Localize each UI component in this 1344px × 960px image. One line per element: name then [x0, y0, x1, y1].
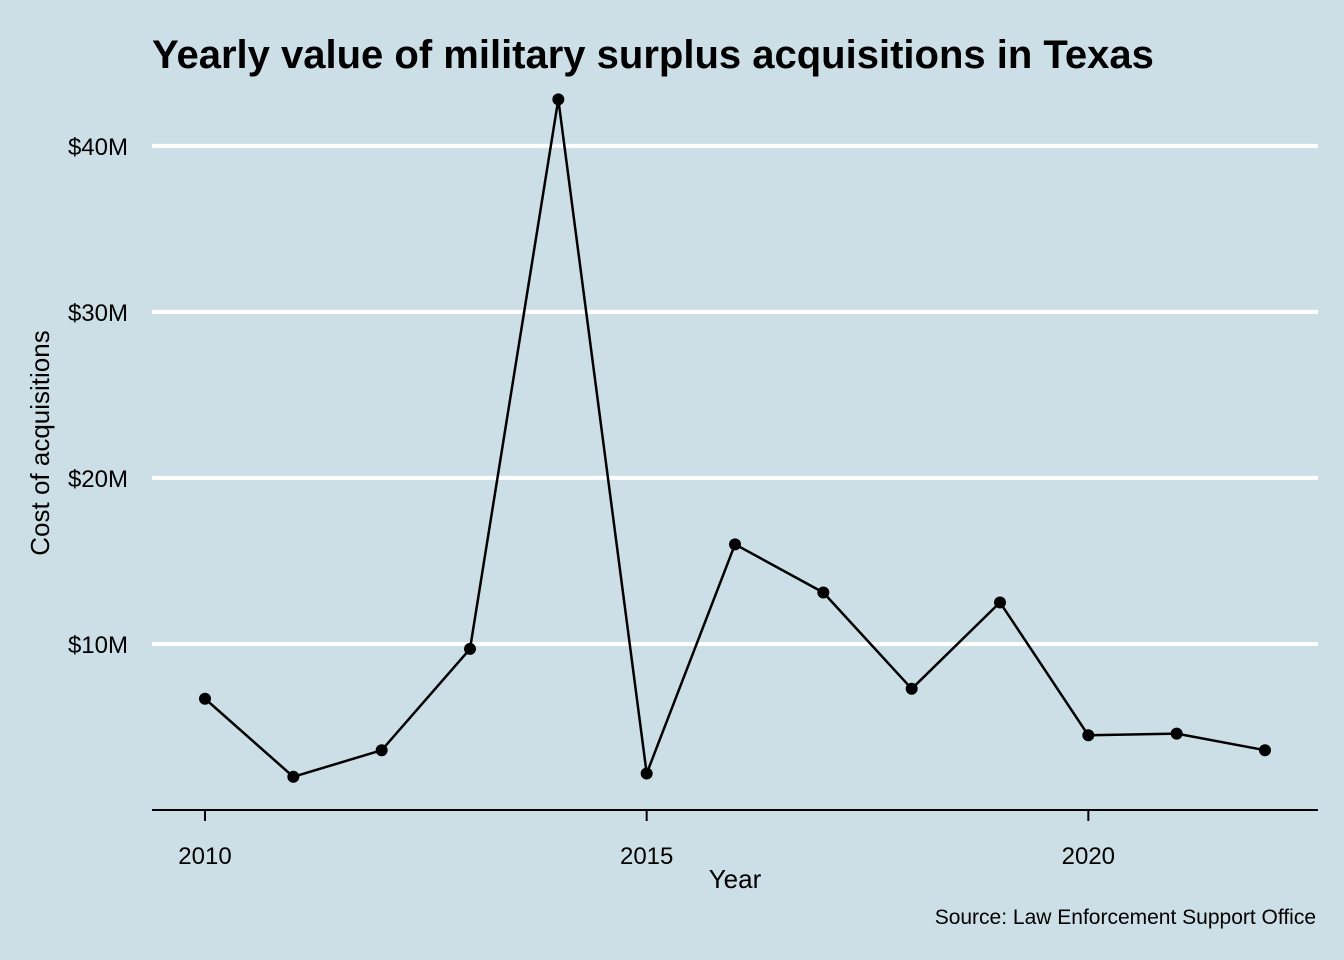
x-tick-label: 2015 [620, 843, 673, 870]
x-tick-label: 2010 [178, 843, 231, 870]
data-point [905, 682, 918, 695]
y-tick-label: $10M [68, 632, 128, 659]
gridlines [152, 143, 1318, 646]
data-point [552, 93, 565, 106]
y-tick-label: $30M [68, 300, 128, 327]
series-line [204, 98, 1266, 779]
data-point [640, 767, 653, 780]
source-caption: Source: Law Enforcement Support Office [935, 906, 1316, 929]
data-points [199, 93, 1271, 783]
data-point [464, 642, 476, 655]
data-point [1170, 727, 1183, 740]
y-tick-label: $20M [68, 466, 128, 493]
y-axis-title: Cost of acquisitions [25, 330, 55, 555]
data-point [817, 586, 830, 599]
x-axis-ticks: 2010 2015 2020 [178, 810, 1115, 870]
x-axis-title: Year [709, 864, 762, 894]
data-point [1259, 744, 1271, 757]
y-tick-label: $40M [68, 134, 128, 161]
data-point [287, 770, 300, 783]
data-point [994, 596, 1006, 609]
y-axis-tick-labels: $10M $20M $30M $40M [68, 134, 128, 659]
data-point [729, 538, 741, 551]
chart-title: Yearly value of military surplus acquisi… [152, 33, 1154, 77]
data-point [1082, 729, 1095, 742]
data-point [375, 744, 388, 757]
data-point [199, 692, 211, 705]
x-tick-label: 2020 [1062, 843, 1115, 870]
